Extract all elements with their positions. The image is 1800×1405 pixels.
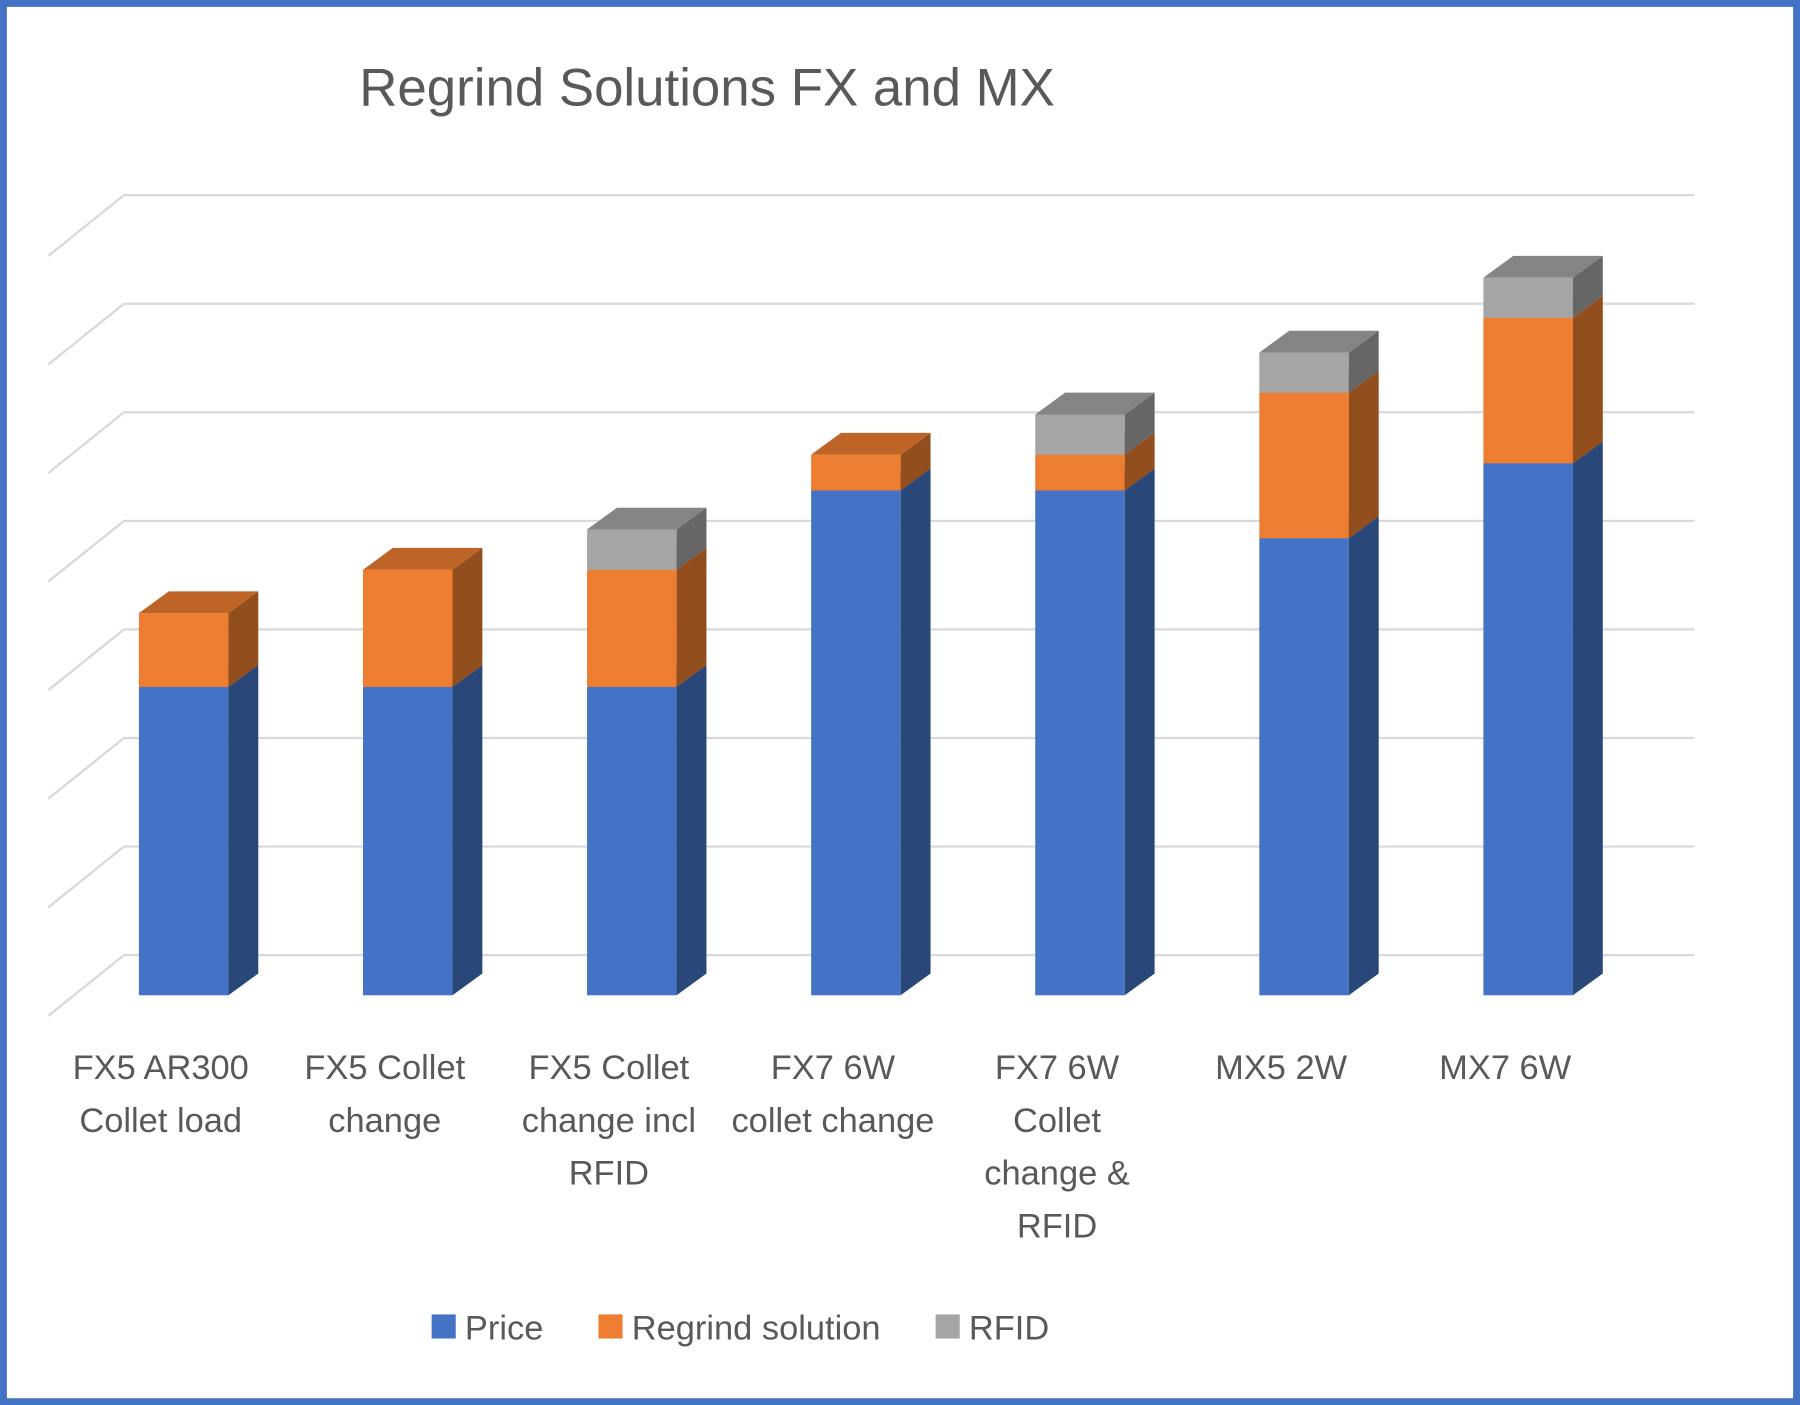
bar-side: [1572, 255, 1603, 318]
bar: [138, 686, 229, 996]
bar-segment: [138, 665, 259, 996]
bar: [362, 686, 453, 996]
bar-side: [228, 591, 259, 687]
grid-line-side: [47, 302, 125, 366]
bar-segment: [362, 665, 483, 996]
bar-side: [452, 665, 483, 996]
bar-segment: [1259, 516, 1379, 996]
grid-line-side: [47, 628, 125, 692]
bar-segment: [1259, 330, 1379, 393]
bar-side: [900, 432, 931, 491]
bar: [138, 613, 229, 687]
bar-segment: [1483, 441, 1603, 996]
bar-side: [676, 665, 707, 996]
bar: [587, 529, 677, 570]
x-tick-label: FX5 AR300 Collet load: [72, 1049, 249, 1140]
bar-top: [138, 591, 259, 614]
bar-segment: [587, 547, 707, 687]
bar-side: [1124, 468, 1155, 996]
chart-title: Regrind Solutions FX and MX: [359, 59, 1055, 118]
x-tick-label: FX5 Collet change: [304, 1049, 466, 1140]
bar-segment: [811, 432, 931, 491]
bar: [1259, 352, 1349, 393]
bar-side: [228, 665, 259, 996]
bar-side: [676, 507, 707, 570]
grid-line-side: [47, 845, 125, 909]
bar: [1035, 490, 1125, 996]
bar: [1035, 414, 1125, 455]
bar-top: [1259, 330, 1379, 353]
bar-side: [1124, 432, 1155, 491]
x-tick-label: FX7 6W collet change: [731, 1049, 935, 1140]
legend-swatch: [598, 1314, 623, 1339]
bar-side: [1348, 516, 1379, 996]
bar: [1035, 454, 1125, 491]
x-tick-label: MX7 6W: [1439, 1049, 1572, 1088]
bar-top: [587, 507, 707, 530]
grid-line-side: [47, 954, 125, 1017]
bar-segment: [587, 665, 707, 996]
bar-side: [676, 547, 707, 687]
bar-top: [1483, 255, 1603, 278]
bar-segment: [1035, 392, 1155, 455]
bar-top: [1035, 392, 1155, 415]
bar-segment: [587, 507, 707, 570]
x-tick-label: MX5 2W: [1215, 1049, 1348, 1088]
bar: [1483, 317, 1573, 464]
bar-top: [811, 432, 931, 455]
bar-segment: [138, 591, 259, 687]
bar: [1259, 392, 1349, 539]
bar: [1483, 277, 1573, 318]
grid-line-side: [47, 194, 125, 257]
grid-line-side: [47, 411, 125, 475]
bar-segment: [1259, 370, 1379, 539]
legend-label: Price: [465, 1310, 543, 1348]
bar: [587, 569, 677, 687]
bar: [1483, 463, 1573, 996]
x-tick-label: FX7 6W Collet change & RFID: [984, 1049, 1130, 1246]
bar-side: [1348, 370, 1379, 539]
bar-segment: [1035, 468, 1155, 996]
grid-line-side: [47, 519, 125, 583]
legend-label: RFID: [969, 1310, 1049, 1348]
bar-side: [1572, 296, 1603, 464]
bar: [362, 569, 453, 687]
bar-segment: [362, 547, 483, 687]
legend-swatch: [935, 1314, 960, 1339]
bar-side: [1348, 330, 1379, 393]
bar-segment: [1483, 296, 1603, 464]
legend-swatch: [431, 1314, 456, 1339]
bar: [811, 490, 901, 996]
bar-side: [1124, 392, 1155, 455]
bar-side: [900, 468, 931, 996]
bar: [587, 686, 677, 996]
grid-line-side: [47, 737, 125, 800]
legend-label: Regrind solution: [632, 1310, 881, 1348]
bar-side: [1572, 441, 1603, 996]
bar: [811, 454, 901, 491]
x-tick-label: FX5 Collet change incl RFID: [521, 1049, 696, 1193]
bar-segment: [1483, 255, 1603, 318]
bar-top: [362, 547, 483, 570]
bar-segment: [811, 468, 931, 996]
bar-side: [452, 547, 483, 687]
bar: [1259, 538, 1349, 996]
